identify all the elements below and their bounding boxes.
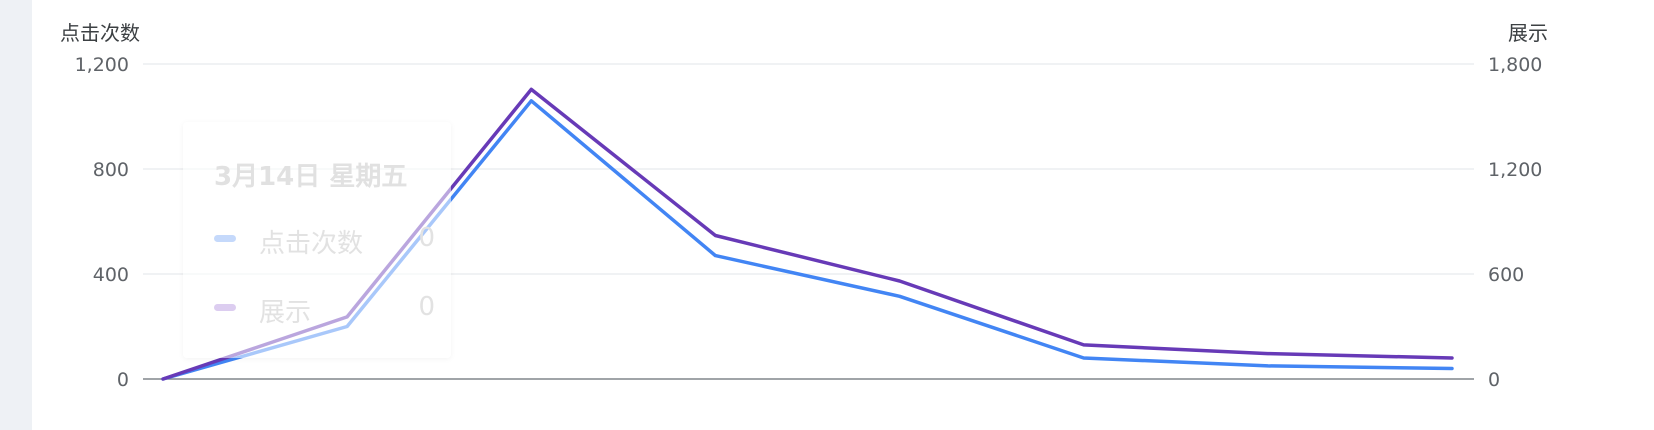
- tooltip-clicks-value: 0: [418, 223, 435, 253]
- tooltip-row-impressions: 展示 0: [214, 292, 435, 328]
- tooltip-impressions-value: 0: [418, 292, 435, 322]
- tooltip-impressions-label: 展示: [259, 298, 312, 328]
- left-panel-strip: [0, 0, 32, 430]
- chart-tooltip: 3月14日 星期五 点击次数 0 展示 0: [183, 122, 451, 358]
- tooltip-impressions-swatch: [214, 304, 236, 311]
- right-tick-label: 1,200: [1488, 159, 1542, 181]
- left-tick-label: 0: [117, 369, 129, 391]
- left-tick-label: 1,200: [75, 54, 129, 76]
- left-axis-title: 点击次数: [60, 21, 140, 45]
- right-tick-label: 1,800: [1488, 54, 1542, 76]
- tooltip-row-clicks: 点击次数 0: [214, 223, 435, 259]
- left-tick-label: 400: [93, 264, 129, 286]
- right-axis-title: 展示: [1508, 21, 1548, 45]
- right-tick-label: 0: [1488, 369, 1500, 391]
- tooltip-clicks-swatch: [214, 235, 236, 242]
- left-tick-label: 800: [93, 159, 129, 181]
- tooltip-date: 3月14日 星期五: [214, 162, 408, 192]
- tooltip-clicks-label: 点击次数: [259, 229, 364, 259]
- right-tick-label: 600: [1488, 264, 1524, 286]
